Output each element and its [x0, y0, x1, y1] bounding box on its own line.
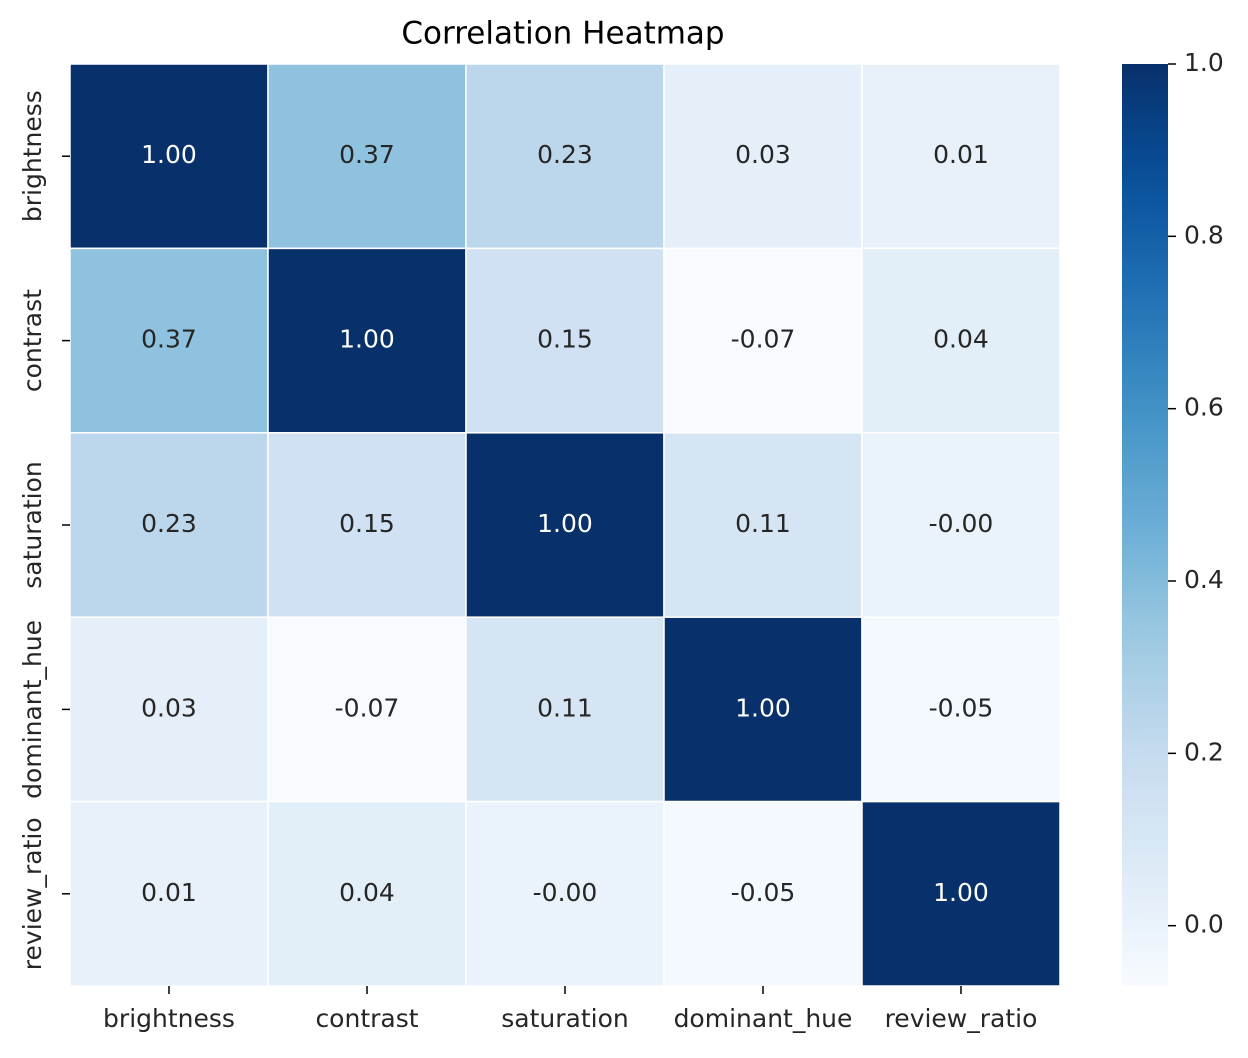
heatmap-cell-labels: 1.00 0.37 0.23 0.03 0.01 0.37 1.00 0.15 -0.07 0.0… — [141, 140, 993, 907]
heatmap-cell — [69, 800, 269, 987]
y-axis: brightness contrast saturation dominant_hue… — [18, 90, 70, 970]
cell-value-label: 1.00 — [933, 878, 989, 907]
x-tick-label: contrast — [315, 1004, 418, 1033]
y-tick-label: brightness — [18, 90, 47, 222]
heatmap-cell — [267, 616, 467, 803]
x-tick-label: dominant_hue — [674, 1004, 853, 1033]
cell-value-label: 0.15 — [339, 509, 395, 538]
y-tick-label: dominant_hue — [18, 620, 47, 799]
chart-title: Correlation Heatmap — [401, 16, 724, 52]
cell-value-label: 0.01 — [141, 878, 197, 907]
heatmap-cell — [465, 432, 665, 618]
heatmap-cell — [861, 432, 1061, 618]
heatmap-cells — [69, 63, 1061, 987]
heatmap-cell — [465, 616, 665, 803]
heatmap-cell — [465, 63, 665, 250]
cell-value-label: 1.00 — [339, 325, 395, 354]
heatmap-cell — [465, 247, 665, 434]
cell-value-label: 0.03 — [141, 693, 197, 722]
heatmap-cell — [69, 247, 269, 434]
y-tick-label: saturation — [18, 461, 47, 588]
colorbar-gradient — [1122, 64, 1168, 986]
x-tick-label: saturation — [501, 1004, 628, 1033]
cell-value-label: -0.07 — [335, 693, 400, 722]
cell-value-label: -0.07 — [731, 325, 796, 354]
heatmap-cell — [861, 63, 1061, 250]
cell-value-label: -0.05 — [731, 878, 796, 907]
y-tick-label: review_ratio — [18, 817, 47, 970]
cell-value-label: -0.00 — [929, 509, 994, 538]
y-tick-label: contrast — [18, 289, 47, 392]
cell-value-label: 1.00 — [141, 140, 197, 169]
cell-value-label: -0.05 — [929, 693, 994, 722]
cell-value-label: 0.23 — [141, 509, 197, 538]
colorbar-tick-label: 1.0 — [1184, 48, 1224, 77]
heatmap-cell — [861, 616, 1061, 803]
x-tick-label: review_ratio — [885, 1004, 1038, 1033]
heatmap-cell — [69, 63, 269, 250]
colorbar-tick-label: 0.8 — [1184, 220, 1224, 249]
colorbar-tick-label: 0.2 — [1184, 737, 1224, 766]
x-axis: brightness contrast saturation dominant_hue… — [103, 986, 1037, 1033]
colorbar-tick-label: 0.6 — [1184, 393, 1224, 422]
cell-value-label: 0.37 — [339, 140, 395, 169]
cell-value-label: 0.04 — [339, 878, 395, 907]
cell-value-label: 0.23 — [537, 140, 593, 169]
heatmap-cell — [663, 616, 863, 803]
heatmap-cell — [861, 247, 1061, 434]
heatmap-cell — [267, 63, 467, 250]
cell-value-label: 0.11 — [735, 509, 791, 538]
cell-value-label: -0.00 — [533, 878, 598, 907]
colorbar-tick-label: 0.4 — [1184, 565, 1224, 594]
cell-value-label: 0.15 — [537, 325, 593, 354]
cell-value-label: 0.03 — [735, 140, 791, 169]
heatmap-cell — [663, 63, 863, 250]
heatmap-cell — [861, 800, 1061, 987]
cell-value-label: 1.00 — [735, 693, 791, 722]
cell-value-label: 0.11 — [537, 693, 593, 722]
heatmap-cell — [267, 432, 467, 618]
cell-value-label: 0.37 — [141, 325, 197, 354]
cell-value-label: 0.01 — [933, 140, 989, 169]
cell-value-label: 0.04 — [933, 325, 989, 354]
heatmap-cell — [465, 800, 665, 987]
heatmap-cell — [267, 800, 467, 987]
x-tick-label: brightness — [103, 1004, 235, 1033]
colorbar-tick-label: 0.0 — [1184, 910, 1224, 939]
cell-value-label: 1.00 — [537, 509, 593, 538]
heatmap-cell — [663, 432, 863, 618]
colorbar: 0.0 0.2 0.4 0.6 0.8 1.0 — [1122, 48, 1224, 986]
